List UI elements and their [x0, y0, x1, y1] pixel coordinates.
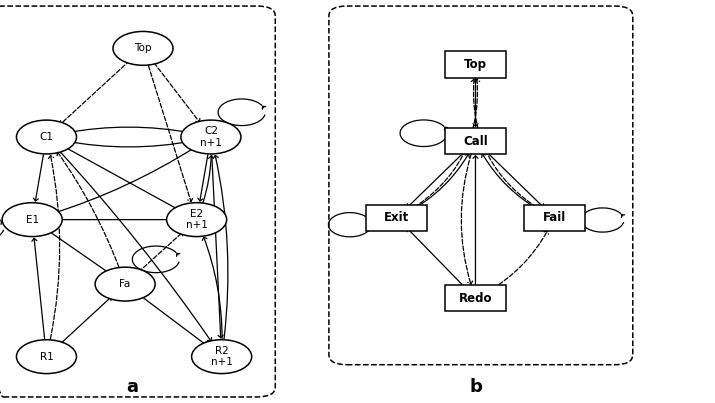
Text: Top: Top: [464, 58, 487, 71]
Text: E1: E1: [26, 215, 39, 224]
Text: Top: Top: [134, 44, 152, 53]
Circle shape: [95, 267, 155, 301]
Text: Exit: Exit: [384, 211, 410, 224]
FancyBboxPatch shape: [367, 205, 428, 231]
Circle shape: [16, 340, 77, 374]
FancyBboxPatch shape: [445, 128, 506, 154]
FancyBboxPatch shape: [445, 285, 506, 311]
FancyBboxPatch shape: [445, 51, 506, 77]
Text: Call: Call: [463, 135, 488, 147]
Text: C1: C1: [39, 132, 54, 142]
Text: R2
n+1: R2 n+1: [211, 346, 232, 368]
Circle shape: [181, 120, 241, 154]
Text: Fa: Fa: [119, 279, 131, 289]
Circle shape: [113, 31, 173, 65]
Text: a: a: [127, 378, 138, 396]
Text: C2
n+1: C2 n+1: [200, 126, 222, 148]
FancyBboxPatch shape: [523, 205, 585, 231]
Circle shape: [192, 340, 252, 374]
Text: Fail: Fail: [543, 211, 566, 224]
Circle shape: [167, 203, 227, 237]
Text: b: b: [469, 378, 482, 396]
Circle shape: [2, 203, 62, 237]
Text: R1: R1: [39, 352, 54, 361]
Text: Redo: Redo: [459, 292, 492, 305]
Text: E2
n+1: E2 n+1: [186, 209, 207, 231]
Circle shape: [16, 120, 77, 154]
